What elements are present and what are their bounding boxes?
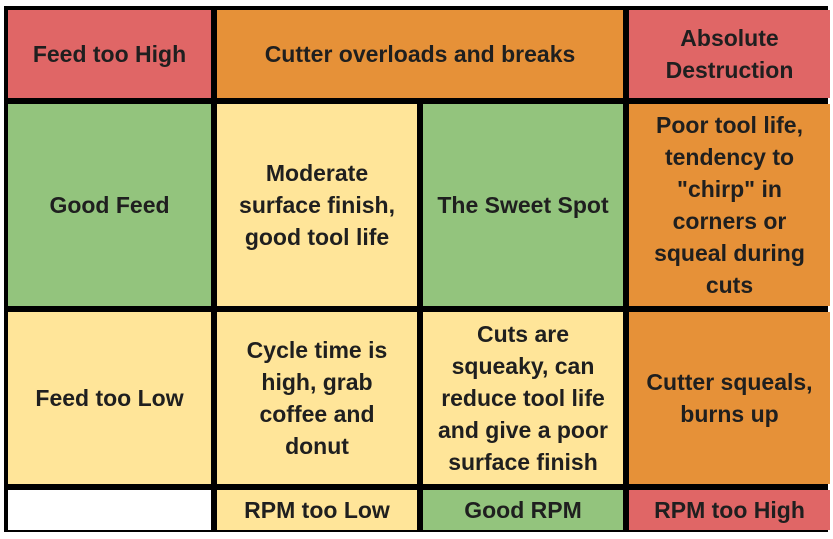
feed-rpm-matrix: Feed too High Cutter overloads and break… xyxy=(4,6,830,532)
cell-poor-tool-life: Poor tool life, tendency to "chirp" in c… xyxy=(629,104,830,306)
cell-absolute-destruction: Absolute Destruction xyxy=(629,10,830,98)
cell-blank-corner xyxy=(8,490,211,530)
cell-cutter-squeals: Cutter squeals, burns up xyxy=(629,312,830,484)
cell-good-rpm: Good RPM xyxy=(423,490,623,530)
cell-cuts-squeaky: Cuts are squeaky, can reduce tool life a… xyxy=(423,312,623,484)
cell-cycle-time-high: Cycle time is high, grab coffee and donu… xyxy=(217,312,417,484)
cell-feed-too-high: Feed too High xyxy=(8,10,211,98)
cell-rpm-too-high: RPM too High xyxy=(629,490,830,530)
cell-sweet-spot: The Sweet Spot xyxy=(423,104,623,306)
cell-cutter-overloads: Cutter overloads and breaks xyxy=(217,10,623,98)
cell-rpm-too-low: RPM too Low xyxy=(217,490,417,530)
cell-feed-too-low: Feed too Low xyxy=(8,312,211,484)
cell-good-feed: Good Feed xyxy=(8,104,211,306)
cell-moderate-finish: Moderate surface finish, good tool life xyxy=(217,104,417,306)
